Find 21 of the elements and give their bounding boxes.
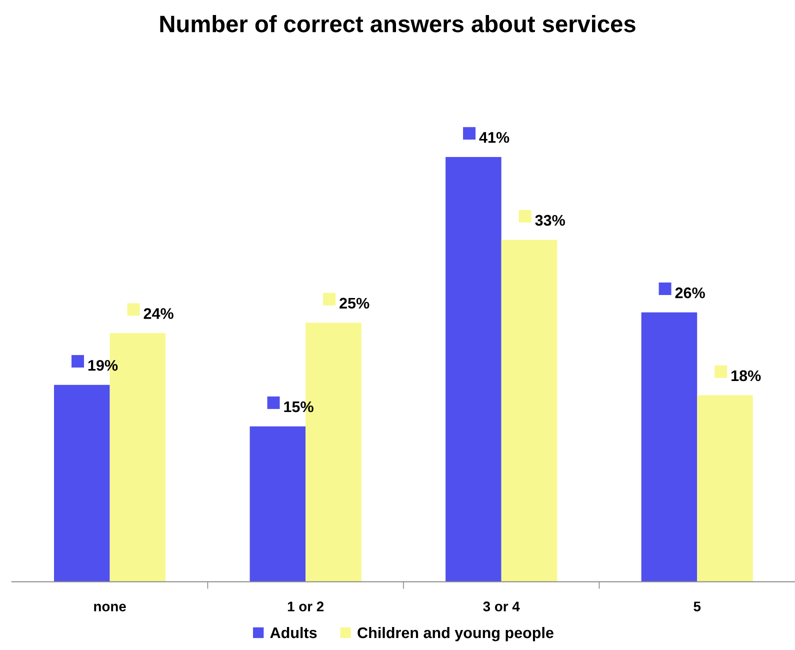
data-label: 41% [479, 132, 510, 143]
bar [697, 395, 753, 582]
data-label: 24% [144, 308, 174, 319]
chart-title: Number of correct answers about services [160, 14, 636, 32]
data-label: 26% [675, 287, 705, 298]
bar [446, 156, 502, 582]
x-tick-label: 5 [694, 602, 701, 612]
x-tick-label: 3 or 4 [483, 602, 520, 612]
data-label: 15% [284, 401, 314, 412]
data-label: 33% [535, 214, 565, 226]
legend-label: Children and young people [358, 626, 554, 642]
data-label: 18% [732, 370, 761, 382]
bar [54, 384, 110, 582]
bar [501, 240, 558, 582]
data-label: 25% [340, 298, 370, 309]
x-tick-label: none [94, 604, 126, 612]
x-tick-label: 1 or 2 [288, 602, 324, 612]
bar [641, 312, 698, 582]
data-label: 19% [88, 360, 118, 371]
bar [250, 426, 306, 582]
legend-label: Adults [270, 626, 317, 638]
